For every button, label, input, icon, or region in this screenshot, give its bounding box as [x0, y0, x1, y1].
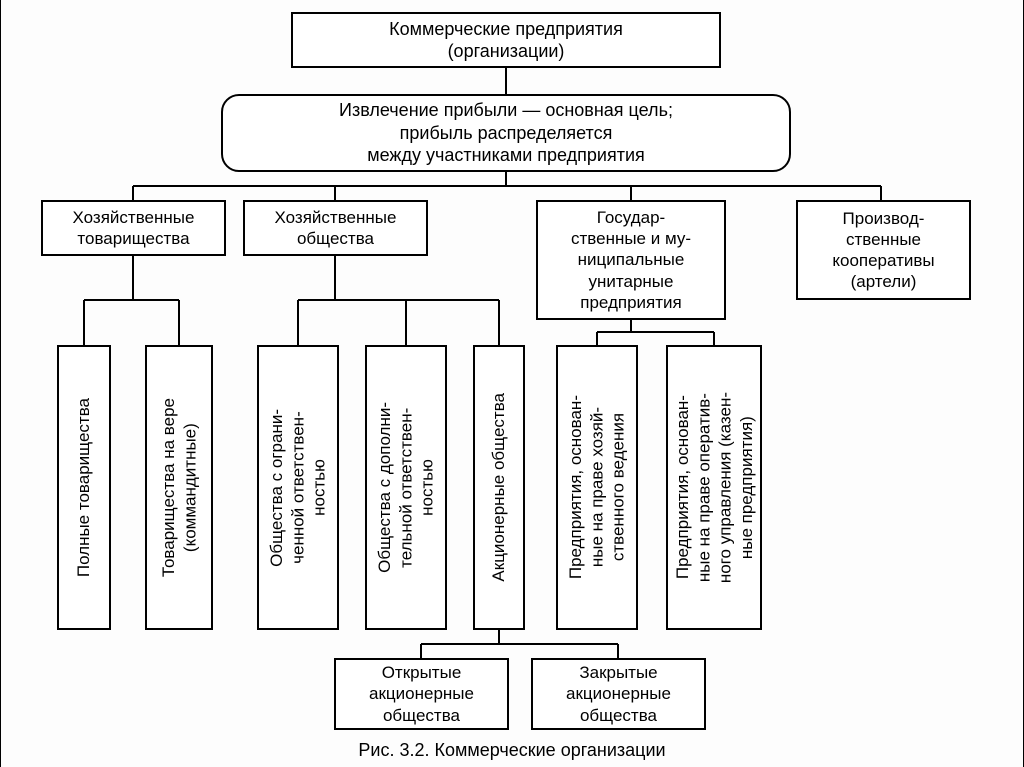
node-addl: Общества с дополни- тельной ответствен- … [365, 345, 447, 630]
node-oper: Предприятия, основан- ные на праве опера… [666, 345, 762, 630]
node-root: Коммерческие предприятия (организации) [291, 12, 721, 68]
node-unitary: Государ- ственные и му- ниципальные унит… [536, 200, 726, 320]
node-partnerships: Хозяйственныетоварищества [41, 200, 226, 256]
goal-line3: между участниками предприятия [367, 145, 645, 165]
root-line2: (организации) [448, 41, 565, 61]
figure-caption: Рис. 3.2. Коммерческие организации [1, 740, 1023, 761]
goal-line1: Извлечение прибыли — основная цель; [339, 100, 673, 120]
diagram-canvas: Коммерческие предприятия (организации) И… [1, 0, 1023, 767]
node-goal: Извлечение прибыли — основная цель; приб… [221, 94, 791, 172]
node-coops: Производ- ственные кооперативы (артели) [796, 200, 971, 300]
node-faith: Товарищества на вере (коммандитные) [145, 345, 213, 630]
node-closed: Закрытые акционерные общества [531, 658, 706, 730]
node-companies: Хозяйственныеобщества [243, 200, 428, 256]
node-ltd: Общества с ограни- ченной ответствен- но… [257, 345, 339, 630]
node-open: Открытые акционерные общества [334, 658, 509, 730]
node-full: Полные товарищества [57, 345, 111, 630]
node-econ: Предприятия, основан- ные на праве хозяй… [556, 345, 638, 630]
node-jsc: Акционерные общества [473, 345, 525, 630]
root-line1: Коммерческие предприятия [389, 19, 623, 39]
goal-line2: прибыль распределяется [400, 123, 613, 143]
